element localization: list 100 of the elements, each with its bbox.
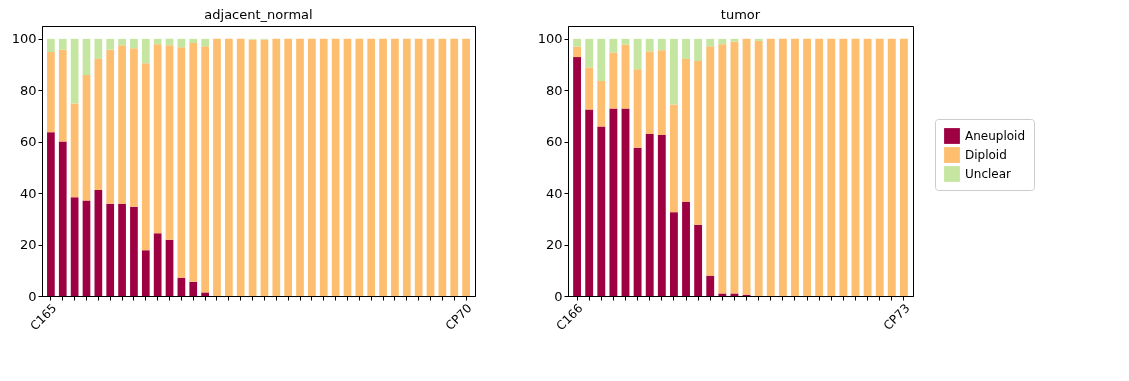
bar: [106, 203, 115, 296]
bar: [875, 38, 884, 296]
bar: [573, 38, 582, 47]
bar: [815, 38, 824, 296]
bar: [573, 46, 582, 58]
bar: [633, 69, 642, 148]
bar: [754, 38, 763, 41]
bar: [754, 40, 763, 296]
bar: [177, 47, 186, 278]
bar: [118, 203, 126, 296]
y-tick-label: 0: [28, 288, 37, 304]
bar: [414, 38, 423, 296]
bar: [694, 38, 703, 61]
bar: [106, 49, 115, 204]
bar: [462, 38, 470, 296]
bar: [597, 38, 606, 82]
bar: [355, 38, 364, 296]
chart-title: adjacent_normal: [204, 7, 313, 22]
legend-label: Diploid: [965, 148, 1007, 162]
bar: [70, 38, 79, 104]
bar: [70, 197, 79, 296]
bar: [645, 51, 654, 134]
bar: [118, 45, 126, 204]
bar: [106, 38, 115, 50]
bar: [70, 103, 79, 198]
bar: [669, 212, 678, 296]
bar: [82, 75, 91, 201]
y-tick-label: 0: [554, 288, 563, 304]
bar: [130, 48, 138, 207]
bar: [153, 44, 162, 234]
bar: [730, 38, 739, 42]
bar: [706, 46, 715, 276]
bar: [391, 38, 399, 296]
bar: [863, 38, 872, 296]
y-tick-label: 100: [11, 31, 37, 47]
bar: [284, 38, 293, 296]
bar: [248, 39, 257, 296]
bar: [633, 147, 642, 296]
bar: [153, 38, 162, 45]
bar: [585, 109, 594, 296]
bar: [645, 134, 654, 296]
bar: [165, 45, 174, 240]
bar: [58, 49, 67, 142]
bar: [609, 38, 618, 53]
legend-label: Aneuploid: [965, 129, 1026, 143]
bar: [669, 104, 678, 213]
legend-label: Unclear: [965, 167, 1012, 181]
bar: [899, 38, 908, 296]
y-tick-label: 100: [537, 31, 563, 47]
bar: [379, 38, 387, 296]
bar: [778, 38, 787, 296]
bar: [94, 190, 103, 296]
bar: [597, 126, 606, 296]
bar: [47, 51, 55, 133]
bar: [201, 46, 209, 293]
bar: [236, 38, 245, 296]
bar: [718, 38, 727, 45]
bar: [189, 38, 198, 43]
bar: [260, 39, 269, 296]
bar: [645, 38, 654, 52]
bar: [730, 293, 739, 296]
bar: [94, 58, 103, 191]
bar: [682, 38, 690, 59]
bar: [58, 141, 67, 296]
bar: [189, 281, 198, 296]
y-tick-label: 60: [19, 134, 37, 150]
bar: [331, 38, 340, 296]
bar: [827, 38, 836, 296]
bar: [609, 52, 618, 109]
bar: [367, 38, 376, 296]
bar: [839, 38, 848, 296]
bar: [718, 293, 727, 296]
bar: [657, 135, 666, 296]
bar: [718, 44, 727, 294]
y-tick-label: 20: [19, 237, 37, 253]
bar: [165, 239, 174, 296]
bar: [657, 50, 666, 136]
bar: [82, 200, 91, 296]
bar: [706, 38, 715, 47]
bar: [597, 81, 606, 127]
bar: [343, 38, 352, 296]
bar: [213, 38, 221, 296]
bar: [694, 60, 703, 225]
bar: [296, 38, 304, 296]
bar: [201, 38, 209, 47]
y-tick-label: 80: [19, 82, 37, 98]
bar: [887, 38, 896, 296]
bar: [402, 38, 411, 296]
bar: [272, 38, 281, 296]
bar: [669, 38, 678, 105]
y-tick-label: 60: [545, 134, 563, 150]
bar: [141, 63, 150, 251]
bar: [153, 233, 162, 296]
bar: [791, 38, 799, 296]
bar: [47, 132, 55, 296]
bar: [585, 38, 594, 68]
bar: [694, 224, 703, 296]
bar: [118, 38, 126, 46]
bar: [766, 38, 775, 296]
bar: [682, 58, 690, 202]
